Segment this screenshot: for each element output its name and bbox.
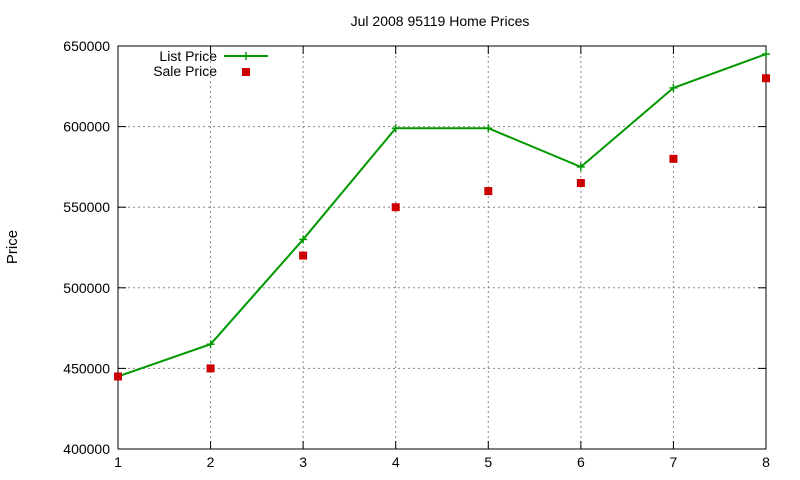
list-price-point (391, 124, 400, 133)
y-tick-label: 400000 (63, 441, 110, 457)
x-tick-label: 1 (114, 454, 122, 470)
x-tick-label: 4 (392, 454, 400, 470)
list-price-point (576, 162, 585, 171)
y-tick-label: 450000 (63, 360, 110, 376)
y-tick-label: 650000 (63, 38, 110, 54)
x-tick-label: 7 (670, 454, 678, 470)
sale-price-point (576, 179, 585, 188)
sale-price-point (484, 187, 493, 196)
x-tick-label: 8 (762, 454, 770, 470)
sale-price-point (114, 372, 122, 381)
list-price-point (206, 340, 215, 349)
grid (118, 46, 766, 449)
axis-ticks: 400000 450000 500000 550000 600000 650000 1 2 3 4… (63, 38, 770, 470)
y-tick-label: 550000 (63, 199, 110, 215)
legend-marker-sale-price (242, 68, 250, 76)
sale-price-point (391, 203, 400, 212)
chart-title: Jul 2008 95119 Home Prices (351, 13, 530, 29)
legend-label-list-price: List Price (159, 48, 217, 64)
legend-label-sale-price: Sale Price (153, 63, 217, 79)
y-axis-label: Price (4, 230, 21, 264)
list-price-point (762, 50, 770, 59)
x-tick-label: 2 (207, 454, 215, 470)
sale-price-point (762, 74, 770, 83)
x-tick-label: 3 (299, 454, 307, 470)
series-sale-price (114, 74, 770, 381)
list-price-line (117, 53, 767, 378)
sale-price-point (299, 251, 308, 260)
sale-price-point (206, 364, 215, 373)
list-price-point (669, 83, 678, 92)
y-tick-label: 600000 (63, 119, 110, 135)
list-price-point (299, 235, 308, 244)
y-tick-label: 500000 (63, 280, 110, 296)
series-list-price (114, 50, 770, 381)
x-tick-label: 6 (577, 454, 585, 470)
list-price-point (484, 124, 493, 133)
x-tick-label: 5 (484, 454, 492, 470)
series-layer (114, 50, 770, 381)
legend-marker-list-price (242, 52, 250, 60)
sale-price-point (669, 154, 678, 163)
plot-border (117, 45, 767, 450)
